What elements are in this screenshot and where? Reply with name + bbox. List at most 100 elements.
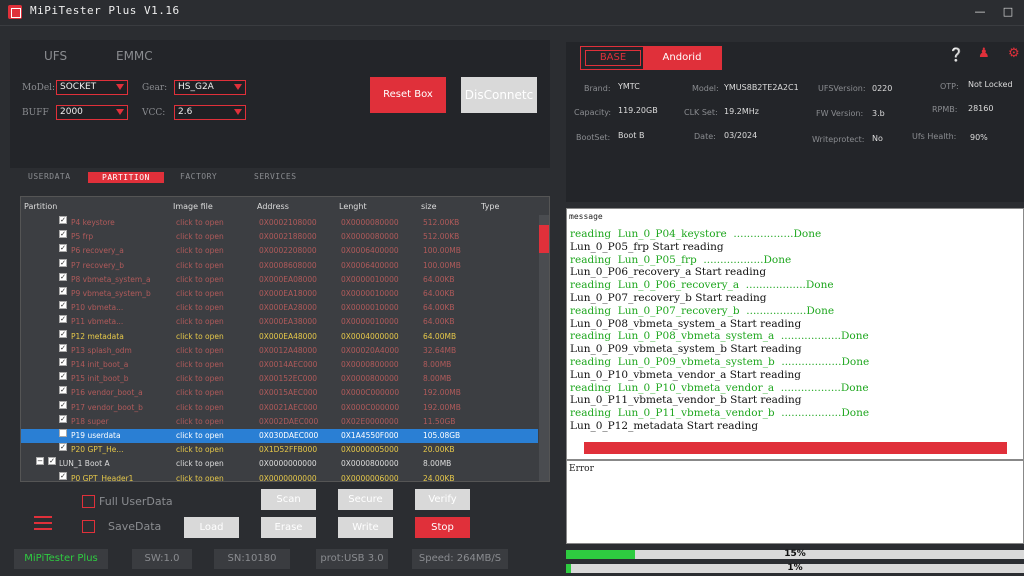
image-file-link[interactable]: click to open (176, 218, 224, 227)
row-checkbox[interactable]: ✓ (59, 315, 67, 324)
table-scrollbar[interactable] (539, 215, 549, 481)
image-file-link[interactable]: click to open (176, 416, 224, 426)
stop-button[interactable]: Stop (415, 517, 470, 538)
reset-box-button[interactable]: Reset Box (370, 77, 446, 113)
model-select[interactable]: SOCKET (56, 80, 128, 95)
image-file-link[interactable]: click to open (176, 360, 224, 369)
table-row[interactable]: ✓ P6 recovery_a click to open 0X0002208000 0… (21, 244, 538, 258)
tab-userdata[interactable]: USERDATA (28, 172, 71, 181)
load-button[interactable]: Load (184, 517, 239, 538)
row-checkbox[interactable]: ✓ (59, 258, 67, 267)
minimize-button[interactable]: — (974, 5, 986, 18)
menu-icon[interactable] (34, 516, 52, 534)
toggle-android[interactable]: Andorid (643, 47, 721, 69)
gear-icon[interactable]: ⚙ (1008, 46, 1020, 61)
address-cell: 0X0015AEC000 (259, 388, 318, 398)
mode-toggle[interactable]: BASE Andorid (580, 46, 722, 70)
image-file-link[interactable]: click to open (176, 232, 224, 242)
maximize-button[interactable]: □ (1002, 5, 1014, 18)
scrollbar-thumb[interactable] (539, 225, 549, 253)
scan-button[interactable]: Scan (261, 489, 316, 510)
image-file-link[interactable]: click to open (176, 274, 224, 284)
row-checkbox[interactable]: ✓ (59, 372, 67, 381)
table-row[interactable]: ✓ P7 recovery_b click to open 0X0008608000 0… (21, 258, 538, 273)
log-line: reading Lun_0_P08_vbmeta_system_a ......… (570, 330, 869, 343)
write-button[interactable]: Write (338, 517, 393, 538)
table-row[interactable]: ✓ P18 super click to open 0X002DAEC000 0X02E… (21, 414, 538, 429)
image-file-link[interactable]: click to open (176, 317, 224, 327)
tab-partition[interactable]: PARTITION (88, 172, 164, 183)
image-file-link[interactable]: click to open (176, 431, 224, 440)
table-row[interactable]: ✓ P11 vbmeta... click to open 0X000EA38000 0… (21, 315, 538, 329)
image-file-link[interactable]: click to open (176, 345, 224, 355)
log-line: reading Lun_0_P11_vbmeta_vendor_b ......… (570, 407, 870, 420)
secure-button[interactable]: Secure (338, 489, 393, 510)
status-sn: SN:10180 (214, 549, 290, 569)
image-file-link[interactable]: click to open (176, 459, 224, 469)
tab-services[interactable]: SERVICES (254, 172, 297, 181)
toggle-base[interactable]: BASE (585, 50, 641, 66)
row-checkbox[interactable]: ✓ (59, 443, 67, 452)
tab-emmc[interactable]: EMMC (116, 49, 153, 63)
table-row[interactable]: − ✓ LUN_1 Boot A click to open 0X0000000000 0… (21, 457, 538, 472)
row-checkbox[interactable]: ✓ (59, 471, 67, 480)
disconnect-button[interactable]: DisConnetc (461, 77, 537, 113)
table-row[interactable]: P19 userdata click to open 0X030DAEC000 0X1… (21, 429, 538, 444)
erase-button[interactable]: Erase (261, 517, 316, 538)
help-icon[interactable]: ❔ (948, 48, 965, 63)
buff-select[interactable]: 2000 (56, 105, 128, 120)
row-checkbox[interactable]: ✓ (59, 230, 67, 239)
row-checkbox[interactable]: ✓ (59, 386, 67, 395)
table-row[interactable]: ✓ P16 vendor_boot_a click to open 0X0015AEC… (21, 386, 538, 400)
table-row[interactable]: ✓ P9 vbmeta_system_b click to open 0X000EA1… (21, 287, 538, 301)
row-checkbox[interactable]: ✓ (59, 358, 67, 366)
table-row[interactable]: ✓ P14 init_boot_a click to open 0X0014AEC00… (21, 358, 538, 372)
row-checkbox[interactable]: ✓ (59, 216, 67, 224)
savedata-checkbox[interactable] (82, 520, 95, 533)
partition-name: P11 vbmeta... (71, 317, 124, 327)
row-checkbox[interactable]: ✓ (59, 414, 67, 423)
tab-ufs[interactable]: UFS (44, 49, 68, 63)
table-row[interactable]: ✓ P5 frp click to open 0X0002188000 0X000008… (21, 230, 538, 244)
table-row[interactable]: ✓ P20 GPT_He... click to open 0X1D52FFB000 0… (21, 443, 538, 457)
image-file-link[interactable]: click to open (176, 374, 224, 384)
image-file-link[interactable]: click to open (176, 246, 224, 256)
image-file-link[interactable]: click to open (176, 331, 224, 341)
image-file-link[interactable]: click to open (176, 388, 224, 398)
length-cell: 0X0000010000 (341, 317, 399, 327)
user-icon[interactable]: ♟ (978, 46, 990, 61)
table-row[interactable]: ✓ P0 GPT_Header1 click to open 0X0000000000… (21, 471, 538, 482)
row-checkbox[interactable]: ✓ (59, 329, 67, 338)
table-row[interactable]: ✓ P4 keystore click to open 0X0002108000 0X0… (21, 216, 538, 230)
image-file-link[interactable]: click to open (176, 445, 224, 455)
row-checkbox[interactable]: ✓ (59, 301, 67, 310)
bootset-value: Boot B (618, 131, 645, 140)
gear-select[interactable]: HS_G2A (174, 80, 246, 95)
image-file-link[interactable]: click to open (176, 473, 224, 482)
verify-button[interactable]: Verify (415, 489, 470, 510)
row-checkbox[interactable]: ✓ (59, 272, 67, 281)
table-row[interactable]: ✓ P13 splash_odm click to open 0X0012A48000… (21, 343, 538, 358)
vcc-select[interactable]: 2.6 (174, 105, 246, 120)
row-checkbox[interactable]: ✓ (59, 244, 67, 253)
row-checkbox[interactable]: ✓ (59, 287, 67, 295)
image-file-link[interactable]: click to open (176, 402, 224, 412)
table-row[interactable]: ✓ P8 vbmeta_system_a click to open 0X000EA0… (21, 272, 538, 287)
length-cell: 0X0000010000 (341, 289, 399, 298)
table-row[interactable]: ✓ P17 vendor_boot_b click to open 0X0021AEC… (21, 400, 538, 415)
table-row[interactable]: ✓ P15 init_boot_b click to open 0X00152EC00… (21, 372, 538, 386)
row-checkbox[interactable]: ✓ (59, 343, 67, 352)
table-row[interactable]: ✓ P12 metadata click to open 0X000EA48000 0X… (21, 329, 538, 344)
image-file-link[interactable]: click to open (176, 289, 224, 298)
length-cell: 0X000C000000 (341, 388, 400, 398)
image-file-link[interactable]: click to open (176, 260, 224, 270)
row-checkbox[interactable]: ✓ (59, 400, 67, 409)
row-checkbox[interactable] (59, 429, 67, 437)
row-checkbox[interactable]: ✓ (48, 457, 56, 466)
collapse-icon[interactable]: − (36, 457, 44, 466)
image-file-link[interactable]: click to open (176, 303, 224, 313)
message-scrollbar[interactable] (584, 442, 1007, 454)
table-row[interactable]: ✓ P10 vbmeta... click to open 0X000EA28000 0… (21, 301, 538, 315)
full-userdata-checkbox[interactable] (82, 495, 95, 508)
tab-factory[interactable]: FACTORY (180, 172, 218, 181)
